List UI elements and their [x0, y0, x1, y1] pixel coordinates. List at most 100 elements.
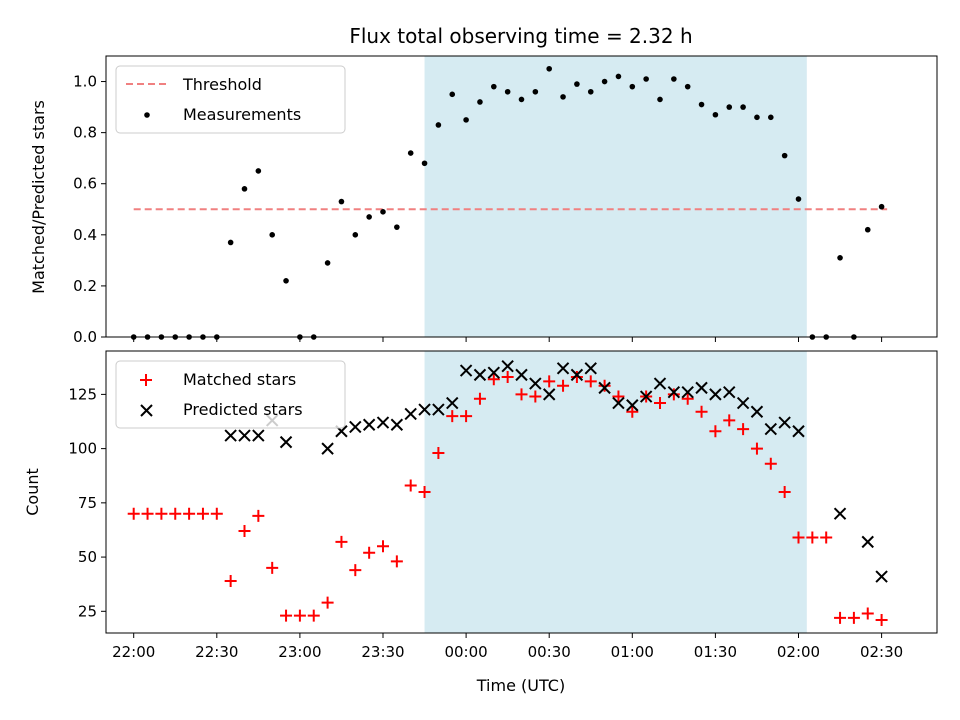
measurement-point [671, 76, 677, 82]
measurement-point [394, 224, 400, 230]
measurement-point [615, 73, 622, 80]
top-y-ticks: 0.0 0.2 0.4 0.6 0.8 1.0 [73, 73, 106, 346]
predicted-star-point [321, 442, 334, 455]
measurement-point [421, 160, 428, 167]
matched-star-point [432, 446, 445, 459]
predicted-star-point [778, 416, 791, 429]
matched-star-point [875, 613, 888, 626]
measurement-point [324, 260, 331, 266]
x-tick-label: 22:00 [112, 643, 155, 661]
matched-star-point [861, 607, 874, 620]
predicted-star-point [681, 386, 694, 399]
matched-star-point [778, 486, 791, 498]
top-plot-frame [105, 55, 938, 338]
matched-star-point [252, 509, 265, 522]
matched-star-point [695, 405, 708, 418]
predicted-star-point [404, 407, 417, 421]
matched-star-point [487, 373, 500, 386]
matched-star-point [570, 371, 583, 384]
measurement-point [491, 83, 497, 90]
predicted-star-point [723, 386, 736, 399]
matched-star-point [750, 442, 763, 455]
predicted-star-point [570, 368, 584, 382]
x-tick-label: 02:00 [777, 643, 820, 661]
x-tick-label: 02:30 [860, 643, 903, 661]
measurement-point [560, 94, 566, 100]
predicted-star-point [875, 570, 888, 583]
predicted-star-point [861, 535, 874, 549]
measurements-panel: 0.0 0.2 0.4 0.6 0.8 1.0 Matched/Predicted sta… [29, 55, 938, 346]
predicted-legend-label: Predicted stars [183, 400, 303, 419]
bottom-shaded-span [424, 351, 807, 633]
predicted-star-point [432, 403, 445, 416]
y-tick-label: 1.0 [73, 73, 97, 91]
measurement-point [241, 186, 248, 192]
matched-star-point [155, 507, 168, 520]
predicted-star-point [515, 368, 528, 382]
matched-star-point [515, 388, 528, 401]
measurement-point [449, 91, 456, 98]
measurement-point [255, 168, 262, 174]
predicted-star-point [238, 429, 251, 442]
matched-star-point [210, 507, 223, 520]
measurement-point [366, 214, 372, 220]
measurement-point [629, 83, 636, 90]
predicted-star-point [667, 386, 681, 399]
matched-star-point [764, 457, 777, 470]
matched-star-point [390, 555, 403, 568]
predicted-star-point [626, 399, 639, 412]
x-tick-label: 22:30 [195, 643, 238, 661]
measurement-point [463, 117, 469, 123]
top-y-axis-label: Matched/Predicted stars [29, 100, 48, 294]
predicted-star-point [612, 396, 625, 410]
predicted-star-point [792, 425, 805, 438]
matched-star-point [224, 574, 237, 587]
x-tick-label: 00:00 [444, 643, 487, 661]
matched-star-point [307, 609, 320, 622]
measurement-point [837, 255, 843, 261]
top-legend: Threshold Measurements [115, 65, 346, 134]
matched-star-point [280, 609, 293, 622]
predicted-star-point [224, 429, 237, 442]
predicted-star-point [446, 396, 459, 410]
predicted-star-point [695, 381, 708, 395]
measurement-point [504, 88, 511, 95]
matched-star-point [127, 507, 140, 520]
predicted-star-point [390, 418, 404, 431]
measurement-point [684, 83, 691, 90]
predicted-star-point [487, 366, 501, 379]
predicted-star-point [764, 422, 778, 436]
measurement-point [864, 226, 871, 233]
threshold-legend-label: Threshold [182, 75, 262, 94]
matched-star-point [418, 486, 431, 498]
matched-star-point [598, 379, 611, 392]
matched-star-point [626, 405, 639, 418]
measurement-point [546, 65, 552, 72]
measurement-point [726, 104, 733, 110]
matched-star-point [529, 390, 542, 403]
predicted-star-point [418, 403, 431, 416]
measurement-point [352, 232, 359, 238]
bottom-y-ticks: 25 50 75 100 125 [68, 385, 106, 620]
measurement-point [754, 114, 760, 121]
bottom-y-axis-label: Count [23, 468, 42, 516]
matched-star-point [363, 546, 376, 559]
matched-star-point [266, 561, 279, 574]
top-legend-box [115, 65, 346, 134]
matched-star-point [584, 375, 597, 388]
matched-star-point [377, 540, 389, 553]
measurement-point [781, 152, 788, 159]
predicted-star-point [473, 368, 487, 382]
x-tick-label: 23:30 [361, 643, 404, 661]
matched-star-point [238, 525, 251, 538]
predicted-star-point [709, 388, 722, 401]
matched-star-point [723, 414, 736, 427]
predicted-star-point [349, 420, 362, 434]
count-points [127, 359, 888, 626]
measurement-point [657, 96, 663, 103]
y-tick-label: 25 [78, 602, 97, 620]
y-tick-label: 0.4 [73, 226, 97, 244]
measurement-point [518, 96, 525, 103]
measurement-point [532, 88, 539, 95]
